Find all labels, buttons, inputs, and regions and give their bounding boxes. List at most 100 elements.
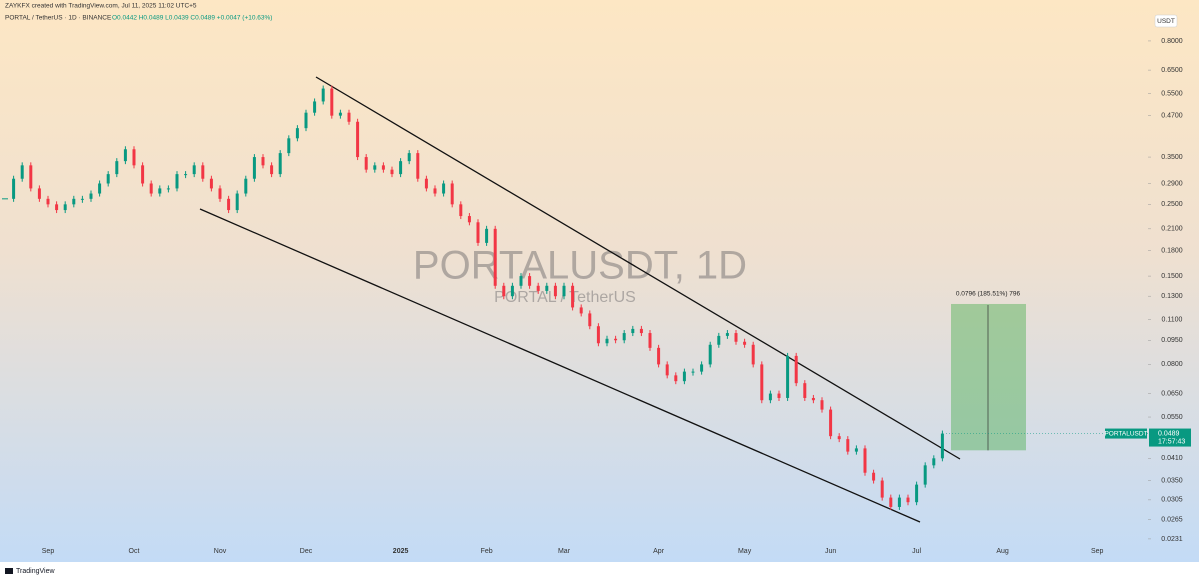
candle xyxy=(502,285,506,297)
footer-bar xyxy=(0,562,1199,577)
candle xyxy=(846,439,850,452)
candle xyxy=(872,472,876,481)
candle xyxy=(115,161,119,175)
y-tick-label: 0.1800 xyxy=(1161,247,1183,254)
candle xyxy=(55,204,59,211)
candle xyxy=(493,228,497,286)
candle xyxy=(338,112,342,116)
candle xyxy=(708,344,712,365)
candle xyxy=(347,112,351,122)
candle xyxy=(287,138,291,154)
measure-label: 0.0796 (185.51%) 796 xyxy=(956,291,1021,298)
candle xyxy=(270,165,274,175)
candle xyxy=(588,313,592,327)
candle xyxy=(485,228,489,243)
candle xyxy=(201,165,205,179)
candle xyxy=(863,448,867,473)
candle xyxy=(330,88,334,116)
candle xyxy=(571,285,575,308)
y-tick-label: 0.4700 xyxy=(1161,113,1183,120)
candle xyxy=(132,149,136,166)
candle xyxy=(940,433,944,459)
candle xyxy=(545,285,549,291)
countdown: 17:57:43 xyxy=(1158,438,1185,445)
y-tick-label: 0.0650 xyxy=(1161,390,1183,397)
candle xyxy=(786,355,790,398)
candle xyxy=(2,198,8,200)
candle xyxy=(106,174,110,184)
candle xyxy=(476,222,480,243)
candle xyxy=(313,101,317,113)
y-tick-label: 0.0305 xyxy=(1161,497,1183,504)
x-tick-label: 2025 xyxy=(393,548,409,555)
candle xyxy=(252,157,256,179)
brand-logo xyxy=(5,568,13,574)
y-tick-label: 0.0231 xyxy=(1161,536,1183,543)
ohlc: O0.0442 H0.0489 L0.0439 C0.0489 +0.0047 … xyxy=(112,15,272,22)
candle xyxy=(158,188,162,194)
candle xyxy=(743,341,747,345)
candle xyxy=(321,88,325,102)
candle xyxy=(218,188,222,199)
x-tick-label: Jun xyxy=(825,548,836,555)
candle xyxy=(682,371,686,382)
candle xyxy=(356,121,360,158)
candle xyxy=(674,375,678,382)
candle xyxy=(416,153,420,179)
candle xyxy=(227,198,231,211)
last-symbol-box xyxy=(1105,428,1147,439)
candle xyxy=(596,326,600,344)
candle xyxy=(141,165,145,184)
candle xyxy=(906,497,910,503)
candle xyxy=(768,393,772,401)
x-tick-label: Sep xyxy=(42,548,55,555)
candle xyxy=(631,328,635,334)
candle xyxy=(932,458,936,466)
last-price-box xyxy=(1149,428,1191,447)
watermark: PORTALUSDT, 1D xyxy=(413,244,747,288)
currency: USDT xyxy=(1157,18,1175,25)
trendline-upper xyxy=(315,76,961,460)
x-tick-label: Aug xyxy=(996,548,1009,555)
candle xyxy=(63,204,67,211)
candle xyxy=(829,409,833,437)
candle xyxy=(622,333,626,341)
candle xyxy=(639,328,643,334)
candle xyxy=(665,364,669,376)
candle xyxy=(450,183,454,205)
candle xyxy=(390,169,394,175)
candle xyxy=(424,178,428,189)
candle xyxy=(80,198,84,200)
candle xyxy=(192,165,196,175)
candle xyxy=(528,276,532,286)
candle xyxy=(562,285,566,297)
candle xyxy=(407,153,411,162)
candle xyxy=(657,347,661,365)
candle xyxy=(510,285,514,297)
y-tick-label: 0.1100 xyxy=(1162,317,1183,324)
x-tick-label: May xyxy=(738,548,752,555)
y-tick-label: 0.0410 xyxy=(1161,455,1183,462)
candle xyxy=(184,174,188,176)
y-tick-label: 0.0550 xyxy=(1161,414,1183,421)
candle xyxy=(605,338,609,344)
x-tick-label: Nov xyxy=(214,548,227,555)
measure-box xyxy=(951,303,1026,451)
candle xyxy=(837,436,841,440)
last-symbol: PORTALUSDT xyxy=(1104,430,1147,437)
y-tick-label: 0.3500 xyxy=(1161,154,1183,161)
x-tick-label: Dec xyxy=(300,548,313,555)
x-tick-label: Oct xyxy=(129,548,140,555)
last-price: 0.0489 xyxy=(1158,430,1180,437)
candle xyxy=(467,216,471,223)
candle xyxy=(803,383,807,398)
candle xyxy=(37,188,41,199)
candle xyxy=(553,285,557,297)
currency-box xyxy=(1154,14,1178,28)
y-tick-label: 0.0800 xyxy=(1161,361,1183,368)
y-tick-label: 0.6500 xyxy=(1161,67,1183,74)
candle xyxy=(915,484,919,503)
candle xyxy=(897,497,901,507)
